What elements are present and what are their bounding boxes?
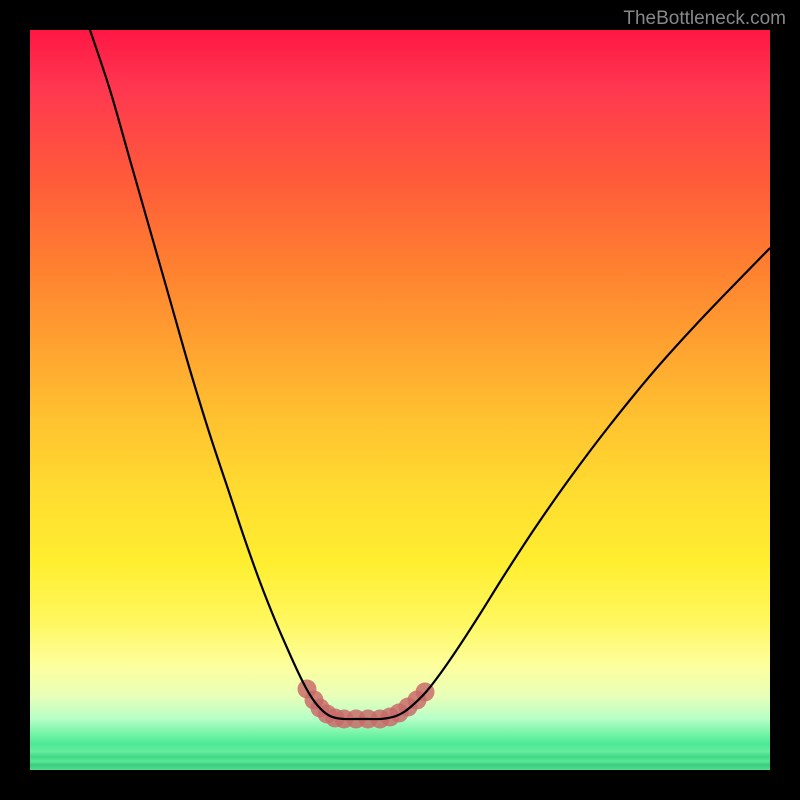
bottleneck-curve xyxy=(90,30,770,719)
chart-overlay xyxy=(30,30,770,770)
watermark-text: TheBottleneck.com xyxy=(623,8,786,30)
plot-area xyxy=(30,30,770,770)
